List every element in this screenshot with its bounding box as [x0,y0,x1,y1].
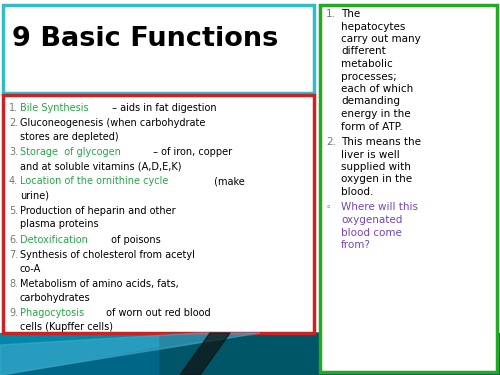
Text: 5.: 5. [9,206,18,216]
Polygon shape [0,333,230,375]
Text: Synthesis of cholesterol from acetyl: Synthesis of cholesterol from acetyl [20,250,195,260]
Text: Location of the ornithine cycle: Location of the ornithine cycle [20,177,169,186]
Text: from?: from? [341,240,371,250]
Text: different: different [341,46,386,57]
Text: blood.: blood. [341,187,374,197]
Text: co-A: co-A [20,264,41,274]
Text: This means the: This means the [341,137,421,147]
Text: Phagocytosis: Phagocytosis [20,308,84,318]
Text: ◦: ◦ [326,202,331,211]
Text: and at soluble vitamins (A,D,E,K): and at soluble vitamins (A,D,E,K) [20,161,182,171]
Text: Bile Synthesis: Bile Synthesis [20,103,88,113]
Text: energy in the: energy in the [341,109,410,119]
Text: carbohydrates: carbohydrates [20,293,90,303]
Text: Storage  of glycogen: Storage of glycogen [20,147,121,158]
Text: form of ATP.: form of ATP. [341,122,403,132]
Text: carry out many: carry out many [341,34,421,44]
Text: supplied with: supplied with [341,162,411,172]
Text: 9.: 9. [9,308,18,318]
Text: 8.: 8. [9,279,18,289]
Text: – of iron, copper: – of iron, copper [150,147,232,158]
Text: demanding: demanding [341,96,400,106]
FancyBboxPatch shape [320,5,497,372]
Text: processes;: processes; [341,72,397,81]
Polygon shape [0,333,260,375]
Text: metabolic: metabolic [341,59,393,69]
FancyBboxPatch shape [3,95,314,333]
Text: 2.: 2. [326,137,336,147]
Text: urine): urine) [20,190,49,200]
Text: of worn out red blood: of worn out red blood [102,308,210,318]
Text: oxygen in the: oxygen in the [341,174,412,184]
Polygon shape [160,333,500,375]
Text: oxygenated: oxygenated [341,215,402,225]
Polygon shape [180,333,230,375]
Text: 1.: 1. [9,103,18,113]
Text: cells (Kupffer cells): cells (Kupffer cells) [20,322,113,332]
Text: 1.: 1. [326,9,336,19]
Text: – aids in fat digestion: – aids in fat digestion [108,103,216,113]
FancyBboxPatch shape [3,5,314,93]
FancyBboxPatch shape [0,333,500,375]
Text: hepatocytes: hepatocytes [341,21,406,32]
Text: 6.: 6. [9,235,18,245]
Text: Detoxification: Detoxification [20,235,88,245]
Text: each of which: each of which [341,84,413,94]
Text: 3.: 3. [9,147,18,158]
Text: liver is well: liver is well [341,150,400,159]
Text: Where will this: Where will this [341,202,418,213]
Text: 4.: 4. [9,177,18,186]
Text: plasma proteins: plasma proteins [20,219,98,230]
Text: 7.: 7. [9,250,18,260]
Text: stores are depleted): stores are depleted) [20,132,118,142]
Text: 9 Basic Functions: 9 Basic Functions [12,26,278,52]
Text: Metabolism of amino acids, fats,: Metabolism of amino acids, fats, [20,279,179,289]
Text: Production of heparin and other: Production of heparin and other [20,206,176,216]
Text: Gluconeogenesis (when carbohydrate: Gluconeogenesis (when carbohydrate [20,118,206,128]
Text: (make: (make [212,177,245,186]
Text: The: The [341,9,360,19]
Text: blood come: blood come [341,228,402,237]
Text: 2.: 2. [9,118,18,128]
Text: of poisons: of poisons [108,235,160,245]
